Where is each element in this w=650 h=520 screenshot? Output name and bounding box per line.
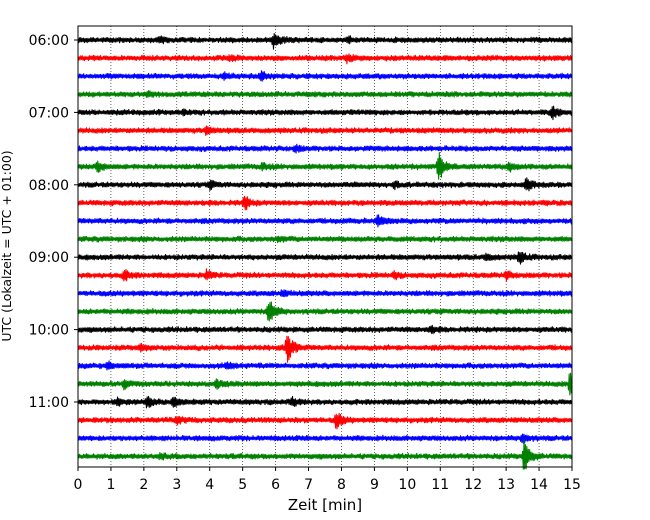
- trace-0900: [77, 251, 573, 265]
- trace-0645: [77, 90, 573, 98]
- trace-1030: [77, 360, 573, 371]
- y-axis-ticks: 06:00 07:00 08:00 09:00 10:00 11:00: [29, 33, 78, 411]
- trace-1015: [77, 335, 573, 363]
- x-tick-label-12: 12: [464, 477, 482, 493]
- trace-0845: [77, 235, 573, 244]
- x-tick-label-0: 0: [74, 477, 83, 493]
- trace-1130: [77, 433, 573, 444]
- trace-1145: [77, 439, 573, 470]
- trace-0930: [77, 289, 573, 298]
- trace-0830: [77, 214, 573, 228]
- y-tick-label-2: 08:00: [29, 178, 69, 194]
- x-tick-label-9: 9: [370, 477, 379, 493]
- y-tick-label-4: 10:00: [29, 323, 69, 339]
- x-tick-label-13: 13: [497, 477, 515, 493]
- trace-0915: [77, 268, 573, 282]
- trace-0715: [77, 125, 573, 136]
- x-tick-label-10: 10: [398, 477, 416, 493]
- trace-0700: [77, 105, 573, 121]
- x-tick-label-7: 7: [304, 477, 313, 493]
- trace-1045: [77, 372, 573, 396]
- y-tick-label-1: 07:00: [29, 105, 69, 121]
- x-tick-label-14: 14: [530, 477, 548, 493]
- y-tick-label-3: 09:00: [29, 250, 69, 266]
- x-tick-label-5: 5: [238, 477, 247, 493]
- trace-0730: [77, 143, 573, 154]
- x-axis-ticks: 0 1 2 3 4 5 6 7 8 9 10 11 12 13 14 15: [74, 467, 581, 493]
- trace-0945: [77, 301, 573, 322]
- trace-0615: [77, 53, 573, 65]
- traces-group: [77, 32, 573, 470]
- trace-0600: [77, 32, 573, 50]
- y-axis-label: UTC (Lokalzeit = UTC + 01:00): [0, 150, 14, 341]
- trace-0745: [77, 152, 573, 180]
- y-tick-label-5: 11:00: [29, 395, 69, 411]
- x-tick-label-6: 6: [271, 477, 280, 493]
- trace-1000: [77, 324, 573, 335]
- trace-0630: [77, 70, 573, 82]
- x-tick-label-15: 15: [563, 477, 581, 493]
- trace-0815: [77, 195, 573, 211]
- x-tick-label-4: 4: [205, 477, 214, 493]
- trace-1100: [77, 395, 573, 409]
- x-tick-label-2: 2: [139, 477, 148, 493]
- x-tick-label-3: 3: [172, 477, 181, 493]
- x-tick-label-11: 11: [431, 477, 449, 493]
- x-tick-label-1: 1: [106, 477, 115, 493]
- y-tick-label-0: 06:00: [29, 33, 69, 49]
- x-tick-label-8: 8: [337, 477, 346, 493]
- x-axis-label: Zeit [min]: [288, 496, 362, 514]
- plot-frame: [77, 25, 573, 468]
- trace-0800: [77, 177, 573, 192]
- trace-1115: [77, 412, 573, 430]
